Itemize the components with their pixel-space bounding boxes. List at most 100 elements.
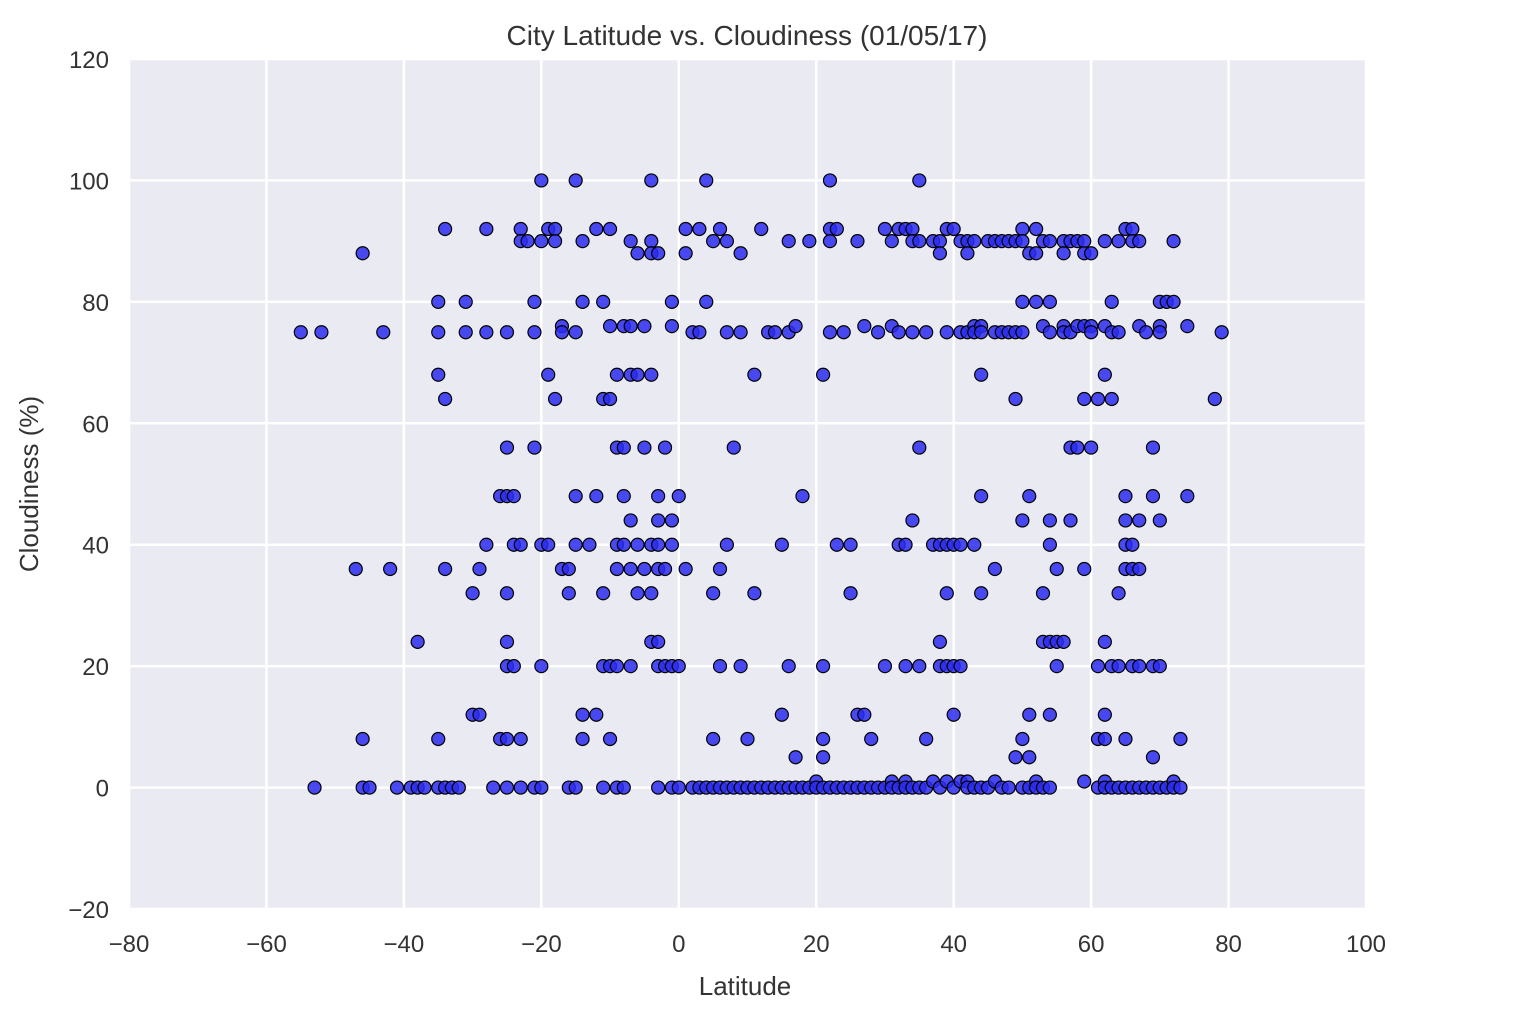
x-tick-label: −60 [246, 931, 287, 958]
data-point [499, 634, 515, 649]
data-point [829, 537, 844, 552]
data-point [630, 586, 645, 601]
data-point [967, 234, 982, 249]
data-point [1042, 325, 1057, 340]
data-point [438, 221, 453, 237]
data-point [1035, 586, 1051, 601]
data-point [589, 489, 604, 504]
x-tick-label: 100 [1346, 931, 1386, 958]
data-point [912, 440, 927, 455]
x-tick-label: −40 [384, 931, 425, 958]
data-point [822, 325, 838, 340]
data-point [458, 294, 473, 309]
data-point [1097, 234, 1112, 249]
data-point [651, 634, 666, 649]
data-point [1022, 750, 1037, 765]
data-point [1077, 391, 1092, 407]
data-point [891, 325, 906, 340]
data-point [465, 586, 480, 601]
data-point [1015, 294, 1030, 309]
x-tick-label: 60 [1078, 931, 1105, 958]
y-tick-label: 100 [69, 168, 109, 195]
data-point [637, 440, 652, 455]
data-point [877, 221, 893, 237]
data-point [1022, 489, 1037, 504]
data-point [815, 750, 831, 765]
data-point [932, 634, 948, 649]
data-point [623, 561, 638, 577]
data-point [630, 367, 645, 382]
data-point [1166, 234, 1181, 249]
data-point [740, 731, 755, 747]
data-point [719, 537, 734, 552]
data-point [733, 325, 748, 340]
data-point [568, 325, 583, 340]
data-point [747, 586, 762, 601]
data-point [410, 634, 425, 649]
data-point [568, 537, 583, 552]
data-point [513, 780, 528, 795]
data-point [527, 294, 542, 309]
data-point [912, 659, 927, 674]
data-point [905, 221, 920, 237]
data-point [788, 319, 803, 334]
data-point [486, 780, 501, 795]
data-point [774, 537, 789, 552]
data-point [616, 489, 631, 504]
data-point [1097, 731, 1112, 747]
data-point [1008, 750, 1023, 765]
data-point [678, 561, 693, 577]
data-point [602, 221, 618, 237]
data-point [657, 440, 673, 455]
data-point [602, 319, 618, 334]
data-point [932, 234, 948, 249]
data-point [919, 731, 934, 747]
data-point [1042, 234, 1057, 249]
data-point [1015, 234, 1030, 249]
data-point [843, 537, 858, 552]
data-point [850, 234, 865, 249]
data-point [815, 367, 831, 382]
data-point [355, 246, 370, 261]
data-point [664, 294, 680, 309]
data-point [383, 561, 398, 577]
x-tick-label: 80 [1215, 931, 1242, 958]
data-point [431, 731, 446, 747]
y-tick-label: 80 [82, 290, 109, 317]
data-point [712, 659, 728, 674]
data-point [1084, 246, 1099, 261]
data-point [1118, 513, 1133, 528]
data-point [898, 537, 913, 552]
data-point [1180, 489, 1195, 504]
data-point [458, 325, 473, 340]
data-point [664, 513, 680, 528]
data-point [1118, 731, 1133, 747]
y-axis-label: Cloudiness (%) [14, 396, 44, 572]
data-point [974, 367, 989, 382]
data-point [630, 537, 645, 552]
data-points [293, 173, 1229, 795]
data-point [1111, 659, 1126, 674]
data-point [884, 234, 899, 249]
data-point [596, 294, 611, 309]
data-point [589, 221, 604, 237]
data-point [307, 780, 322, 795]
data-point [939, 586, 954, 601]
data-point [1001, 780, 1016, 795]
data-point [912, 234, 927, 249]
data-point [547, 221, 563, 237]
data-point [417, 780, 432, 795]
data-point [678, 221, 693, 237]
data-point [1173, 780, 1188, 795]
data-point [953, 537, 968, 552]
chart-title: City Latitude vs. Cloudiness (01/05/17) [507, 20, 988, 51]
data-point [651, 537, 666, 552]
data-point [348, 561, 363, 577]
data-point [575, 707, 590, 722]
data-point [870, 325, 886, 340]
data-point [857, 707, 872, 722]
data-point [506, 489, 521, 504]
data-point [513, 221, 528, 237]
data-point [1132, 561, 1147, 577]
data-point [726, 440, 741, 455]
